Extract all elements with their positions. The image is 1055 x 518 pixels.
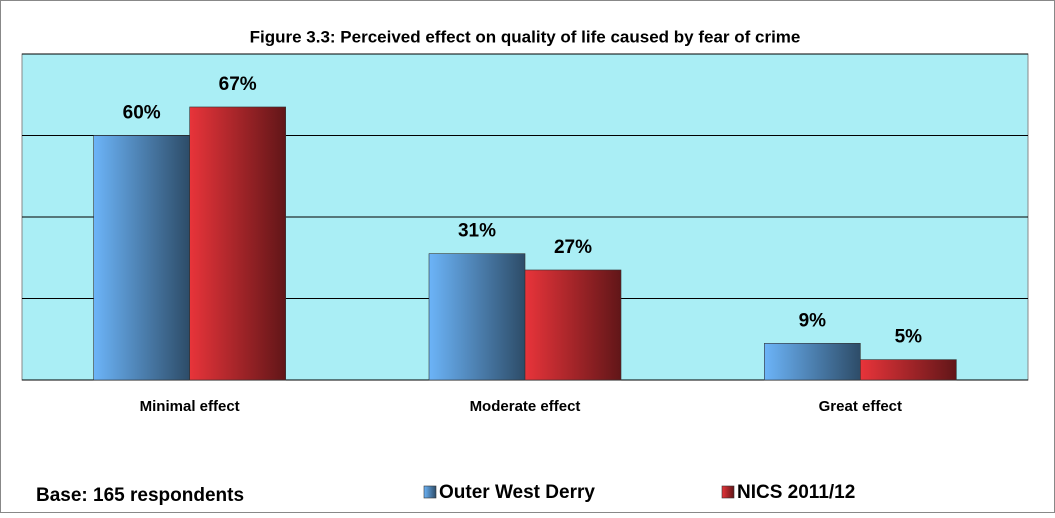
data-label: 67% xyxy=(219,74,257,95)
data-label: 60% xyxy=(123,103,161,124)
legend-swatch xyxy=(721,485,735,499)
legend-label: NICS 2011/12 xyxy=(737,482,855,503)
chart-title: Figure 3.3: Perceived effect on quality … xyxy=(250,27,801,46)
legend-swatch xyxy=(423,485,437,499)
legend-label: Outer West Derry xyxy=(439,482,595,503)
bar xyxy=(93,135,190,381)
bar xyxy=(764,343,861,381)
x-tick-label: Minimal effect xyxy=(140,398,240,415)
data-label: 9% xyxy=(799,310,827,331)
data-label: 27% xyxy=(554,237,592,258)
x-tick-label: Great effect xyxy=(819,398,902,415)
bar xyxy=(428,253,526,381)
bar xyxy=(189,106,286,381)
bar xyxy=(860,359,957,381)
data-label: 31% xyxy=(458,221,496,242)
bar xyxy=(524,269,622,381)
x-tick-label: Moderate effect xyxy=(470,398,581,415)
annotation: Base: 165 respondents xyxy=(36,485,244,506)
data-label: 5% xyxy=(895,327,923,348)
